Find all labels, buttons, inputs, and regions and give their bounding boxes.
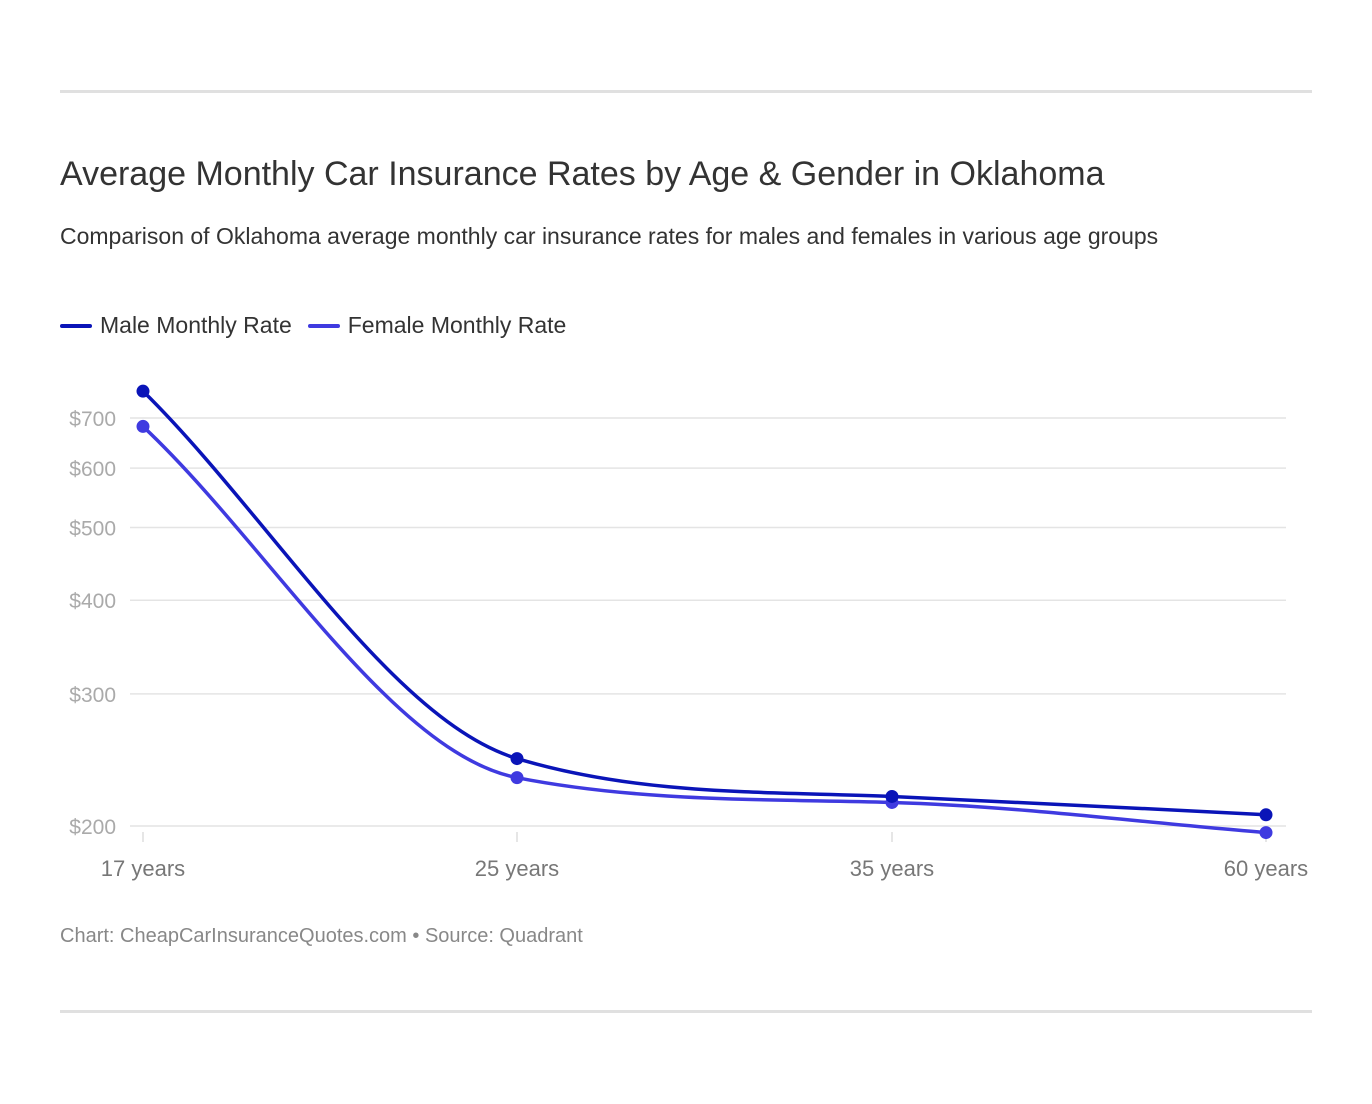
series-line (141, 389, 1267, 817)
legend-label: Female Monthly Rate (347, 312, 567, 338)
data-point (136, 384, 150, 398)
x-tick-label: 35 years (850, 856, 934, 881)
legend-item-male[interactable]: Male Monthly Rate (60, 312, 292, 339)
series-line (141, 425, 1267, 835)
legend: Male Monthly Rate Female Monthly Rate (60, 312, 566, 339)
chart-title: Average Monthly Car Insurance Rates by A… (60, 155, 1105, 193)
legend-swatch (307, 323, 340, 328)
x-tick-label: 60 years (1224, 856, 1308, 881)
legend-item-female[interactable]: Female Monthly Rate (307, 312, 567, 339)
data-point (510, 752, 524, 766)
legend-label: Male Monthly Rate (100, 312, 292, 338)
y-tick-label: $500 (69, 518, 116, 541)
data-point (1259, 826, 1273, 840)
data-point (885, 789, 899, 803)
data-point (136, 419, 150, 433)
y-tick-label: $400 (69, 590, 116, 613)
top-divider (60, 90, 1312, 93)
x-tick-label: 17 years (101, 856, 185, 881)
chart-subtitle: Comparison of Oklahoma average monthly c… (60, 223, 1159, 249)
data-point (510, 771, 524, 785)
y-tick-label: $700 (69, 408, 116, 431)
bottom-divider (60, 1010, 1312, 1013)
y-tick-label: $300 (69, 684, 116, 707)
y-tick-label: $600 (69, 458, 116, 481)
data-point (1259, 808, 1273, 822)
legend-swatch (60, 323, 92, 328)
y-tick-label: $200 (69, 816, 116, 839)
x-tick-label: 25 years (475, 856, 559, 881)
chart-footer: Chart: CheapCarInsuranceQuotes.com • Sou… (60, 925, 583, 947)
